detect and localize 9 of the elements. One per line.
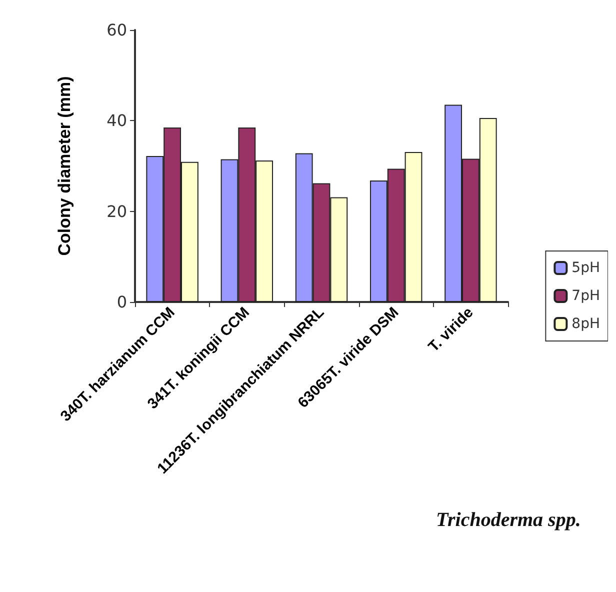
y-axis-title: Colony diameter (mm) xyxy=(55,76,74,256)
y-tick-label: 20 xyxy=(106,202,127,221)
y-tick-label: 60 xyxy=(106,20,127,40)
legend-label: 8pH xyxy=(572,316,600,332)
y-tick-label: 0 xyxy=(116,292,127,312)
y-tick-label: 40 xyxy=(106,111,127,130)
legend-label: 5pH xyxy=(572,260,600,276)
x-axis-title: Trichoderma spp. xyxy=(436,509,581,531)
legend-label: 7pH xyxy=(572,288,600,304)
